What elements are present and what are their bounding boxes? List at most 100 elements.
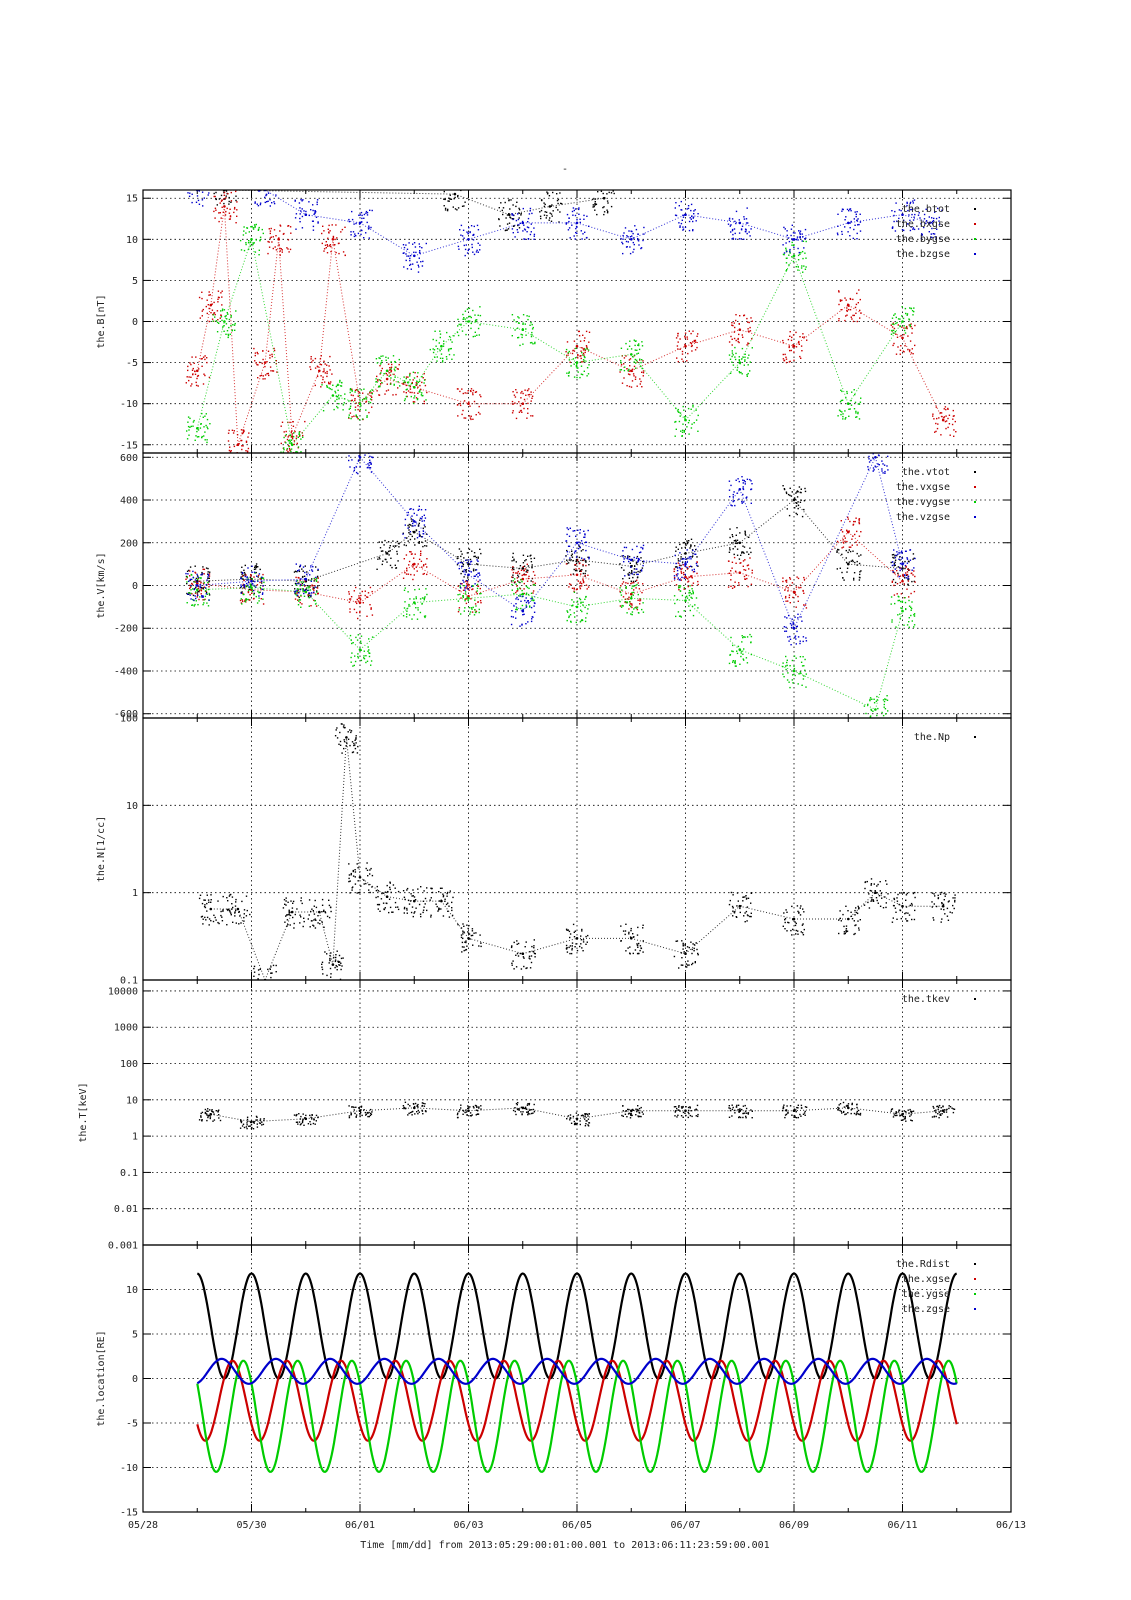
y-tick-label: -200 (114, 624, 138, 635)
y-tick-label: 600 (120, 453, 138, 464)
y-tick-label: 15 (126, 194, 138, 205)
y-axis-label: the.V[km/s] (96, 552, 107, 618)
legend-label: the.vtot (902, 467, 950, 478)
x-tick-label: 06/03 (453, 1520, 483, 1531)
y-axis-label: the.location[RE] (96, 1330, 107, 1426)
x-tick-label: 06/09 (779, 1520, 809, 1531)
legend-marker (974, 238, 976, 240)
y-tick-label: 5 (132, 276, 138, 287)
legend-label: the.vzgse (896, 512, 950, 523)
data-point (941, 904, 945, 908)
x-tick-label: 06/11 (887, 1520, 917, 1531)
panel-3: 0.1 1 10 100 the.N[1/cc] the.Np (96, 714, 1012, 987)
y-tick-label: -15 (120, 440, 138, 451)
legend-marker (974, 253, 976, 255)
legend-marker (974, 501, 976, 503)
y-tick-label: -10 (120, 1463, 138, 1474)
data-point (901, 320, 904, 323)
y-tick-label: 10 (126, 801, 138, 812)
x-axis-caption: Time [mm/dd] from 2013:05:29:00:01:00.00… (360, 1540, 769, 1551)
data-point (223, 205, 226, 208)
panel-1: -15 -10 -5 0 5 10 15 the.B[nT] the.btot the.bxgse… (96, 189, 1012, 454)
series-the-Rdist (196, 1272, 958, 1380)
legend-label: the.tkev (902, 994, 950, 1005)
legend-label: the.xgse (902, 1274, 950, 1285)
x-tick-label: 06/05 (562, 1520, 592, 1531)
y-tick-label: 0 (132, 317, 138, 328)
data-point (263, 361, 267, 364)
data-point (358, 402, 362, 406)
data-point (575, 605, 579, 609)
y-tick-label: 100 (120, 1059, 138, 1070)
y-tick-label: 0.1 (120, 976, 138, 987)
data-point (941, 418, 945, 422)
series-the-bygse (186, 223, 915, 453)
data-point (250, 238, 253, 241)
y-tick-label: 5 (132, 1330, 138, 1341)
series-the-vtot (185, 485, 915, 599)
x-tick-label: 06/01 (345, 1520, 375, 1531)
legend-marker (974, 208, 976, 210)
legend-marker (974, 1308, 976, 1310)
y-tick-label: 10 (126, 1285, 138, 1296)
legend-label: the.Rdist (896, 1259, 950, 1270)
page-title: - (562, 164, 568, 175)
legend-marker (974, 486, 976, 488)
series-the-Np (198, 723, 956, 980)
y-tick-label: 0.001 (108, 1241, 138, 1252)
legend-label: the.bzgse (896, 249, 950, 260)
panel-frame (142, 1244, 1012, 1513)
y-tick-label: -600 (114, 709, 138, 720)
x-tick-label: 05/28 (128, 1520, 158, 1531)
legend-label: the.vxgse (896, 482, 950, 493)
x-tick-label: 06/07 (670, 1520, 700, 1531)
y-tick-label: 0 (132, 1374, 138, 1385)
y-tick-label: 100 (120, 714, 138, 725)
data-point (928, 221, 931, 225)
legend-marker (974, 1278, 976, 1280)
y-tick-label: 200 (120, 538, 138, 549)
data-point (575, 1117, 579, 1121)
y-tick-label: 1 (132, 1132, 138, 1143)
legend-marker (974, 998, 976, 1000)
series-the-zgse (196, 1357, 958, 1385)
y-tick-label: 10 (126, 1095, 138, 1106)
legend-label: the.bygse (896, 234, 950, 245)
series-the-xgse (196, 1359, 958, 1442)
data-point (901, 579, 904, 583)
y-tick-label: 1 (132, 888, 138, 899)
series-the-vzgse (185, 453, 916, 646)
y-tick-label: 1000 (114, 1023, 138, 1034)
legend-marker (974, 736, 976, 738)
data-point (209, 303, 213, 307)
legend-marker (974, 516, 976, 518)
y-tick-label: 10 (126, 235, 138, 246)
panel-2: -600 -400 -200 0 200 400 600 the.V[km/s] the.vto… (96, 452, 1012, 720)
x-tick-label: 05/30 (236, 1520, 266, 1531)
legend-label: the.ygse (902, 1289, 950, 1300)
y-tick-label: 400 (120, 496, 138, 507)
y-tick-label: -5 (126, 1419, 138, 1430)
legend-label: the.btot (902, 204, 950, 215)
data-point (467, 562, 470, 566)
y-tick-label: -15 (120, 1508, 138, 1519)
series-the-vxgse (185, 516, 916, 620)
legend-marker (974, 223, 976, 225)
panel-4: 0.001 0.01 0.1 1 10 100 1000 10000 the.T[keV] the… (78, 979, 1012, 1252)
data-point (440, 344, 443, 348)
series-the-bxgse (185, 190, 957, 453)
data-point (331, 238, 335, 241)
data-point (684, 575, 687, 579)
legend-marker (974, 471, 976, 473)
y-axis-label: the.B[nT] (96, 294, 107, 348)
series-the-tkev (198, 1101, 956, 1130)
y-tick-label: -10 (120, 399, 138, 410)
y-tick-label: 0 (132, 581, 138, 592)
legend-marker (974, 1293, 976, 1295)
legend-label: the.Np (914, 732, 950, 743)
series-the-bzgse (187, 190, 943, 273)
y-tick-label: 0.01 (114, 1204, 138, 1215)
data-point (901, 609, 904, 613)
series-the-vygse (186, 572, 916, 718)
legend-label: the.zgse (902, 1304, 950, 1315)
